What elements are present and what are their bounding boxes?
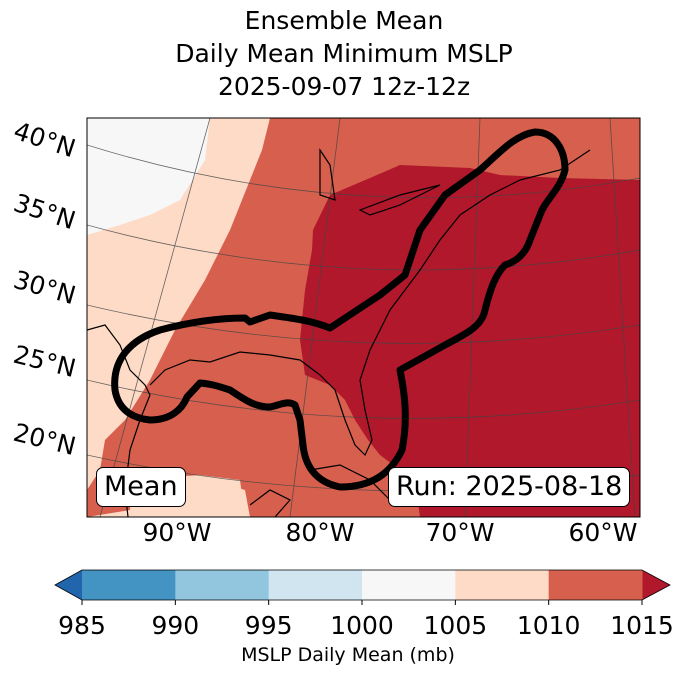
map-frame [86,117,641,518]
colorbar-under-arrow [55,570,82,600]
lat-label: 20°N [11,418,79,461]
lat-label: 35°N [10,188,79,235]
colorbar-label: MSLP Daily Mean (mb) [241,644,455,666]
colorbar: 985 990 995 1000 1005 1010 1015 [54,569,674,640]
mean-contour [111,128,569,491]
run-date-box: Run: 2025-08-18 [388,467,631,507]
lat-label: 25°N [11,340,79,383]
colorbar-bin [268,570,363,600]
lat-label: 30°N [10,265,79,310]
colorbar-tick-label: 1010 [517,611,581,640]
colorbar-bin [548,570,643,600]
colorbar-tick-label: 1005 [424,611,488,640]
title-line-1: Ensemble Mean [244,6,444,35]
mean-label-box: Mean [96,467,186,507]
colorbar-tick-label: 990 [151,611,199,640]
lat-label: 40°N [10,116,79,163]
colorbar-bin [82,570,176,600]
title-line-2: Daily Mean Minimum MSLP [175,39,513,68]
colorbar-over-arrow [642,570,670,600]
region-over-1015 [300,165,640,517]
lon-label: 70°W [425,518,494,547]
region-1000 [87,118,210,235]
colorbar-tick-label: 1000 [330,611,394,640]
lon-label: 90°W [142,518,211,547]
colorbar-bin [362,570,456,600]
colorbar-tick-label: 1015 [610,611,674,640]
lon-label: 60°W [568,518,637,547]
title-line-3: 2025-09-07 12z-12z [217,72,471,101]
colorbar-tick-label: 995 [245,611,293,640]
colorbar-bin [175,570,270,600]
lon-label: 80°W [285,518,354,547]
colorbar-tick-label: 985 [58,611,106,640]
colorbar-bin [455,570,550,600]
